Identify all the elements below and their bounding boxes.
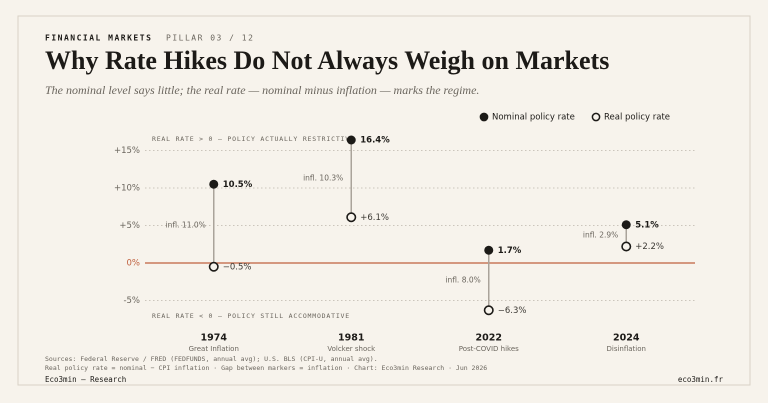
- inflation-label: infl. 8.0%: [445, 275, 480, 284]
- x-tick-note: Post-COVID hikes: [459, 345, 519, 353]
- source: Sources: Federal Reserve / FRED (FEDFUND…: [45, 355, 378, 363]
- real-dot: [621, 241, 632, 252]
- legend-marker: [479, 112, 489, 122]
- x-tick-label: 2022: [476, 333, 502, 344]
- nominal-dot: [346, 135, 356, 145]
- x-tick-label: 1981: [338, 333, 364, 344]
- inflation-label: infl. 10.3%: [303, 174, 343, 183]
- nominal-dot: [209, 179, 219, 189]
- x-tick-note: Great Inflation: [189, 345, 239, 353]
- real-dot: [346, 212, 357, 223]
- real-label: +2.2%: [635, 242, 664, 252]
- legend-marker: [591, 112, 601, 122]
- site: eco3min.fr: [678, 375, 724, 384]
- inflation-label: infl. 2.9%: [583, 231, 618, 240]
- real-dot: [483, 305, 494, 316]
- subtitle: The nominal level says little; the real …: [45, 83, 479, 97]
- frame: [17, 15, 751, 386]
- x-tick-note: Volcker shock: [327, 345, 376, 353]
- annotation: REAL RATE < 0 — POLICY STILL ACCOMMODATI…: [152, 312, 350, 320]
- x-tick-label: 2024: [613, 333, 640, 344]
- real-label: −6.3%: [498, 306, 527, 316]
- y-tick-label: +10%: [114, 184, 140, 194]
- nominal-label: 5.1%: [635, 220, 659, 230]
- real-label: +6.1%: [360, 213, 389, 223]
- x-tick-note: Disinflation: [607, 345, 646, 353]
- pillar: PILLAR 03 / 12: [166, 34, 254, 43]
- kicker: FINANCIAL MARKETS: [45, 34, 152, 43]
- y-tick-label: +5%: [119, 221, 140, 231]
- brand: Eco3min — Research: [45, 375, 126, 384]
- nominal-label: 16.4%: [360, 136, 390, 146]
- nominal-dot: [621, 220, 631, 230]
- inflation-label: infl. 11.0%: [166, 221, 206, 230]
- nominal-label: 10.5%: [223, 180, 253, 190]
- nominal-dot: [484, 245, 494, 255]
- nominal-label: 1.7%: [498, 246, 522, 256]
- y-tick-label: -5%: [123, 296, 140, 306]
- legend-label: Real policy rate: [604, 113, 670, 123]
- source: Real policy rate = nominal − CPI inflati…: [45, 364, 487, 372]
- legend-label: Nominal policy rate: [492, 113, 575, 123]
- y-tick-label: +15%: [114, 146, 140, 156]
- annotation: REAL RATE > 0 — POLICY ACTUALLY RESTRICT…: [152, 135, 355, 143]
- x-tick-label: 1974: [201, 333, 228, 344]
- real-dot: [208, 261, 219, 272]
- real-label: −0.5%: [223, 262, 252, 272]
- chart-title: Why Rate Hikes Do Not Always Weigh on Ma…: [45, 46, 609, 75]
- y-tick-label: 0%: [127, 259, 141, 269]
